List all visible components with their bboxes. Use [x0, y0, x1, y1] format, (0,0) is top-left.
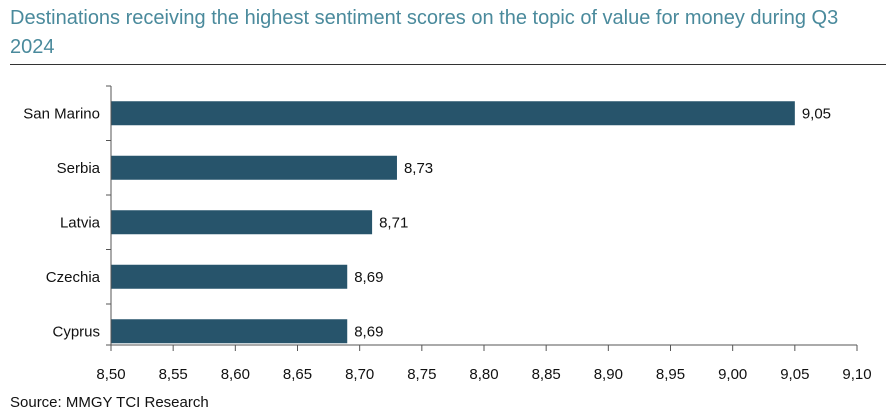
x-tick-label: 9,00 [718, 366, 747, 383]
x-tick-label: 9,05 [780, 366, 809, 383]
source-note: Source: MMGY TCI Research [10, 394, 209, 411]
category-label: Latvia [60, 214, 101, 231]
bar-4 [111, 319, 348, 344]
bars-group [111, 101, 795, 344]
value-label: 8,69 [354, 269, 383, 286]
x-tick-label: 8,70 [345, 366, 374, 383]
title-divider [10, 64, 886, 65]
category-label: Cyprus [52, 323, 100, 340]
value-label: 8,71 [379, 214, 408, 231]
bar-0 [111, 101, 795, 126]
bar-1 [111, 155, 397, 180]
value-label: 9,05 [802, 105, 831, 122]
category-label: Serbia [57, 160, 101, 177]
x-tick-label: 8,60 [221, 366, 250, 383]
bar-3 [111, 264, 348, 289]
x-tick-label: 8,75 [407, 366, 436, 383]
x-tick-label: 8,65 [283, 366, 312, 383]
x-tick-label: 8,90 [594, 366, 623, 383]
x-tick-label: 8,50 [96, 366, 125, 383]
bar-2 [111, 210, 373, 235]
value-label: 8,73 [404, 160, 433, 177]
x-tick-label: 8,55 [159, 366, 188, 383]
x-axis: 8,50 8,55 8,60 8,65 8,70 8,75 8,80 8,85 8,90 8,95… [96, 85, 872, 383]
category-label: San Marino [23, 105, 100, 122]
x-tick-label: 8,95 [656, 366, 685, 383]
x-tick-label: 9,10 [842, 366, 871, 383]
value-label: 8,69 [354, 323, 383, 340]
category-label: Czechia [46, 269, 101, 286]
chart-title: Destinations receiving the highest senti… [10, 7, 839, 58]
value-labels: 9,05 8,73 8,71 8,69 8,69 [354, 105, 831, 340]
x-tick-label: 8,85 [532, 366, 561, 383]
x-tick-label: 8,80 [469, 366, 498, 383]
category-labels: San Marino Serbia Latvia Czechia Cyprus [23, 105, 100, 340]
